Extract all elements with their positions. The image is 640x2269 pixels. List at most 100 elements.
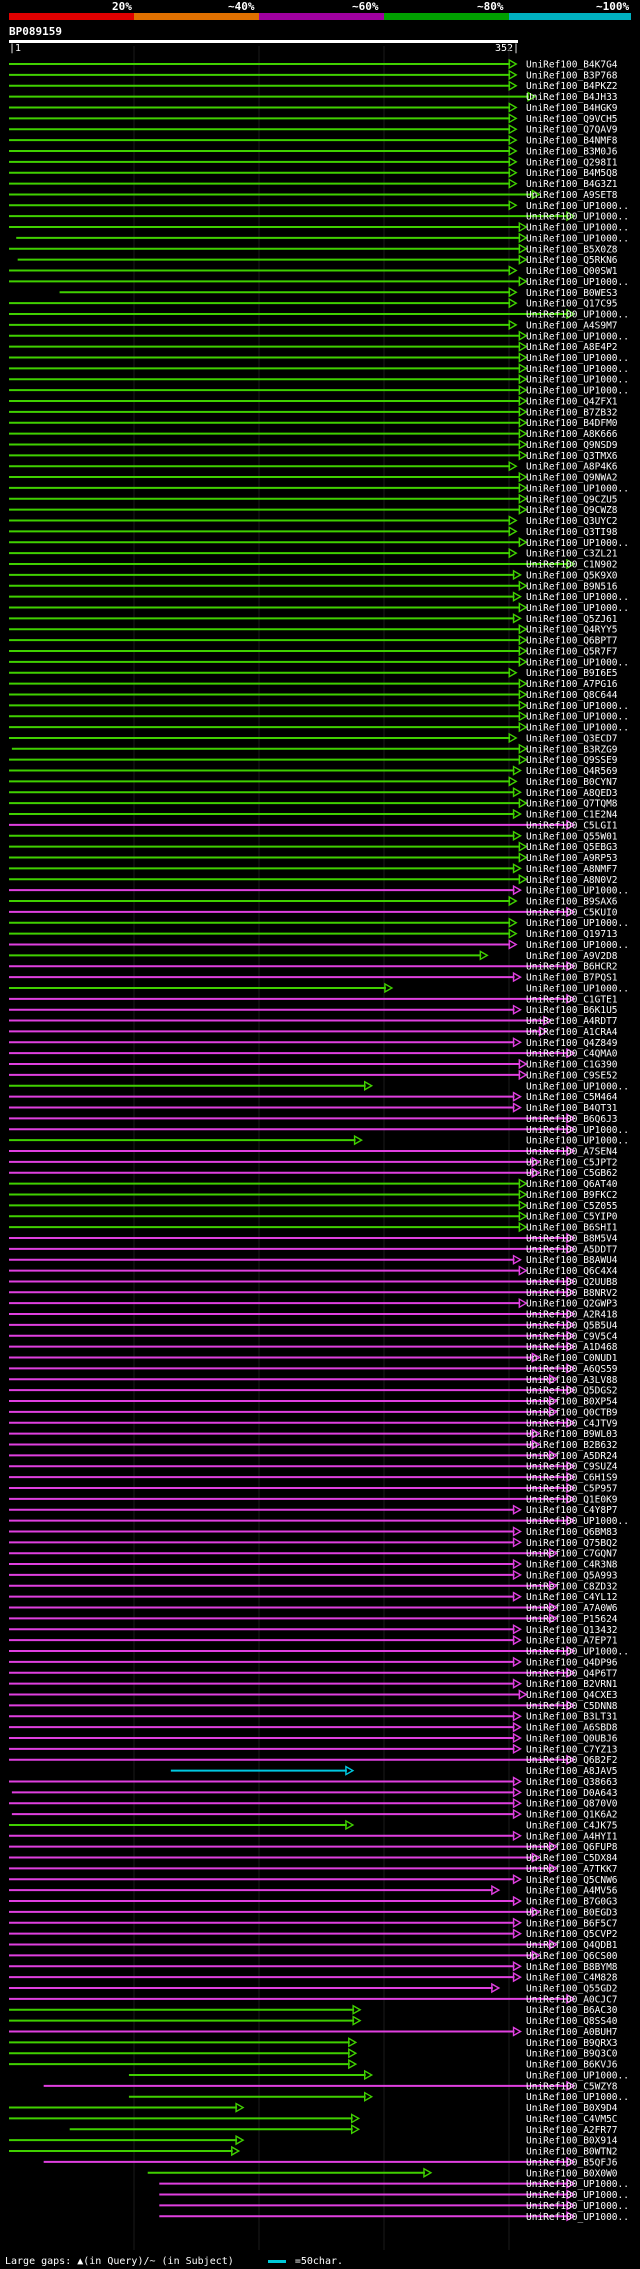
- hit-row[interactable]: UniRef100_C5DX84: [9, 1852, 618, 1864]
- hit-row[interactable]: UniRef100_C5YIP0: [9, 1211, 618, 1223]
- hit-label[interactable]: UniRef100_B6SHI1: [526, 1223, 618, 1234]
- hit-row[interactable]: UniRef100_Q4R569: [9, 765, 618, 777]
- hit-row[interactable]: UniRef100_A8K666: [9, 428, 618, 440]
- hit-row[interactable]: UniRef100_B9N516: [9, 580, 618, 592]
- hit-label[interactable]: UniRef100_UP1000..: [526, 538, 629, 549]
- hit-row[interactable]: UniRef100_Q6B2F2: [9, 1754, 618, 1766]
- hit-label[interactable]: UniRef100_C5DNN8: [526, 1701, 618, 1712]
- hit-label[interactable]: UniRef100_B0WES3: [526, 288, 618, 299]
- hit-label[interactable]: UniRef100_C5LGI1: [526, 820, 618, 831]
- hit-label[interactable]: UniRef100_Q9NWA2: [526, 473, 618, 484]
- hit-label[interactable]: UniRef100_Q1E0K9: [526, 1494, 618, 1505]
- hit-row[interactable]: UniRef100_A2R418: [9, 1308, 618, 1321]
- hit-label[interactable]: UniRef100_Q298I1: [526, 157, 618, 168]
- hit-label[interactable]: UniRef100_B0CYN7: [526, 777, 618, 788]
- hit-label[interactable]: UniRef100_Q7TQM8: [526, 799, 618, 810]
- hit-label[interactable]: UniRef100_UP1000..: [526, 277, 629, 288]
- hit-label[interactable]: UniRef100_A8E4P2: [526, 342, 618, 353]
- hit-label[interactable]: UniRef100_Q6B2F2: [526, 1755, 618, 1766]
- hit-row[interactable]: UniRef100_Q19713: [9, 928, 618, 940]
- hit-row[interactable]: UniRef100_C9SE52: [9, 1069, 618, 1081]
- hit-label[interactable]: UniRef100_Q5B5U4: [526, 1320, 618, 1331]
- hit-row[interactable]: UniRef100_Q5A993: [9, 1569, 618, 1581]
- hit-row[interactable]: UniRef100_B6F5C7: [9, 1917, 618, 1929]
- hit-row[interactable]: UniRef100_B8BYM8: [9, 1961, 618, 1973]
- hit-label[interactable]: UniRef100_A2R418: [526, 1310, 618, 1321]
- hit-label[interactable]: UniRef100_A8QED3: [526, 788, 618, 799]
- hit-label[interactable]: UniRef100_UP1000..: [526, 212, 629, 223]
- hit-label[interactable]: UniRef100_B4M5Q8: [526, 168, 618, 179]
- hit-label[interactable]: UniRef100_Q6BPT7: [526, 636, 618, 647]
- hit-row[interactable]: UniRef100_UP1000..: [16, 232, 629, 244]
- hit-label[interactable]: UniRef100_B8AWU4: [526, 1255, 618, 1266]
- hit-row[interactable]: UniRef100_Q9VCH5: [9, 113, 618, 125]
- hit-row[interactable]: UniRef100_Q6BM83: [9, 1526, 618, 1538]
- hit-label[interactable]: UniRef100_UP1000..: [526, 2179, 629, 2190]
- hit-row[interactable]: UniRef100_UP1000..: [9, 374, 629, 386]
- hit-row[interactable]: UniRef100_UP1000..: [9, 700, 629, 712]
- hit-label[interactable]: UniRef100_UP1000..: [526, 2070, 629, 2081]
- hit-label[interactable]: UniRef100_B4HGK9: [526, 103, 618, 114]
- hit-row[interactable]: UniRef100_A4HYI1: [9, 1830, 618, 1842]
- hit-row[interactable]: UniRef100_Q5DGS2: [9, 1384, 618, 1397]
- hit-label[interactable]: UniRef100_UP1000..: [526, 886, 629, 897]
- hit-row[interactable]: UniRef100_C1E2N4: [9, 808, 618, 821]
- hit-label[interactable]: UniRef100_B0X0W0: [526, 2168, 618, 2179]
- hit-row[interactable]: UniRef100_C4JK75: [9, 1819, 618, 1831]
- hit-row[interactable]: UniRef100_A8JAV5: [170, 1765, 618, 1777]
- hit-row[interactable]: UniRef100_C1N902: [9, 558, 618, 571]
- hit-row[interactable]: UniRef100_UP1000..: [128, 2069, 629, 2081]
- hit-label[interactable]: UniRef100_A4S9M7: [526, 320, 618, 331]
- hit-label[interactable]: UniRef100_B0WTN2: [526, 2147, 618, 2158]
- hit-row[interactable]: UniRef100_A0BUH7: [9, 2026, 618, 2038]
- hit-label[interactable]: UniRef100_B8NRV2: [526, 1288, 618, 1299]
- hit-row[interactable]: UniRef100_A6SBD8: [9, 1721, 618, 1734]
- hit-row[interactable]: UniRef100_C4Y8P7: [9, 1504, 618, 1516]
- hit-row[interactable]: UniRef100_UP1000..: [9, 602, 629, 614]
- hit-label[interactable]: UniRef100_C4QMA0: [526, 1049, 618, 1060]
- hit-row[interactable]: UniRef100_B3M0J6: [9, 145, 618, 157]
- hit-label[interactable]: UniRef100_Q870V0: [526, 1799, 618, 1810]
- hit-row[interactable]: UniRef100_B9I6E5: [9, 667, 618, 679]
- hit-label[interactable]: UniRef100_C5YIP0: [526, 1212, 618, 1223]
- hit-row[interactable]: UniRef100_Q3TI98: [9, 526, 618, 538]
- hit-label[interactable]: UniRef100_B2B632: [526, 1440, 618, 1451]
- hit-label[interactable]: UniRef100_Q4DP96: [526, 1657, 618, 1668]
- hit-label[interactable]: UniRef100_C5Z055: [526, 1201, 618, 1212]
- hit-label[interactable]: UniRef100_A8N0V2: [526, 875, 618, 886]
- hit-row[interactable]: UniRef100_C5GB62: [9, 1167, 618, 1179]
- hit-label[interactable]: UniRef100_A2FR77: [526, 2125, 618, 2136]
- hit-label[interactable]: UniRef100_A7TKK7: [526, 1864, 618, 1875]
- hit-label[interactable]: UniRef100_Q0UBJ6: [526, 1733, 618, 1744]
- hit-label[interactable]: UniRef100_UP1000..: [526, 331, 629, 342]
- hit-label[interactable]: UniRef100_A0CJC7: [526, 1994, 618, 2005]
- hit-row[interactable]: UniRef100_UP1000..: [9, 1134, 629, 1147]
- hit-label[interactable]: UniRef100_C1G390: [526, 1060, 618, 1071]
- hit-label[interactable]: UniRef100_Q9CZU5: [526, 494, 618, 505]
- hit-row[interactable]: UniRef100_Q13432: [9, 1624, 618, 1636]
- hit-row[interactable]: UniRef100_C1G390: [9, 1058, 618, 1071]
- hit-label[interactable]: UniRef100_C1GTE1: [526, 994, 618, 1005]
- hit-row[interactable]: UniRef100_Q298I1: [9, 156, 618, 168]
- hit-row[interactable]: UniRef100_B3RZG9: [11, 743, 618, 755]
- hit-label[interactable]: UniRef100_Q7QAV9: [526, 125, 618, 136]
- hit-row[interactable]: UniRef100_UP1000..: [9, 210, 629, 223]
- hit-label[interactable]: UniRef100_A7A0W6: [526, 1603, 618, 1614]
- hit-label[interactable]: UniRef100_D0A643: [526, 1788, 618, 1799]
- hit-row[interactable]: UniRef100_B4QT31: [9, 1102, 618, 1114]
- hit-row[interactable]: UniRef100_C5DNN8: [9, 1700, 618, 1712]
- hit-row[interactable]: UniRef100_Q7TQM8: [9, 797, 618, 810]
- hit-row[interactable]: UniRef100_Q9NSD9: [9, 439, 618, 451]
- hit-row[interactable]: UniRef100_B6HCR2: [9, 961, 618, 973]
- hit-row[interactable]: UniRef100_B0X0W0: [147, 2167, 618, 2179]
- hit-row[interactable]: UniRef100_B6Q6J3: [9, 1113, 618, 1125]
- hit-label[interactable]: UniRef100_A5DR24: [526, 1451, 618, 1462]
- hit-label[interactable]: UniRef100_UP1000..: [526, 386, 629, 397]
- hit-row[interactable]: UniRef100_C5KUI0: [9, 906, 618, 918]
- hit-row[interactable]: UniRef100_A2FR77: [69, 2124, 618, 2136]
- hit-row[interactable]: UniRef100_B7PQS1: [9, 971, 618, 984]
- hit-row[interactable]: UniRef100_C5LGI1: [9, 819, 618, 831]
- hit-row[interactable]: UniRef100_A0CJC7: [9, 1993, 618, 2005]
- hit-row[interactable]: UniRef100_Q3UYC2: [9, 515, 618, 527]
- hit-row[interactable]: UniRef100_Q5EBG3: [9, 841, 618, 853]
